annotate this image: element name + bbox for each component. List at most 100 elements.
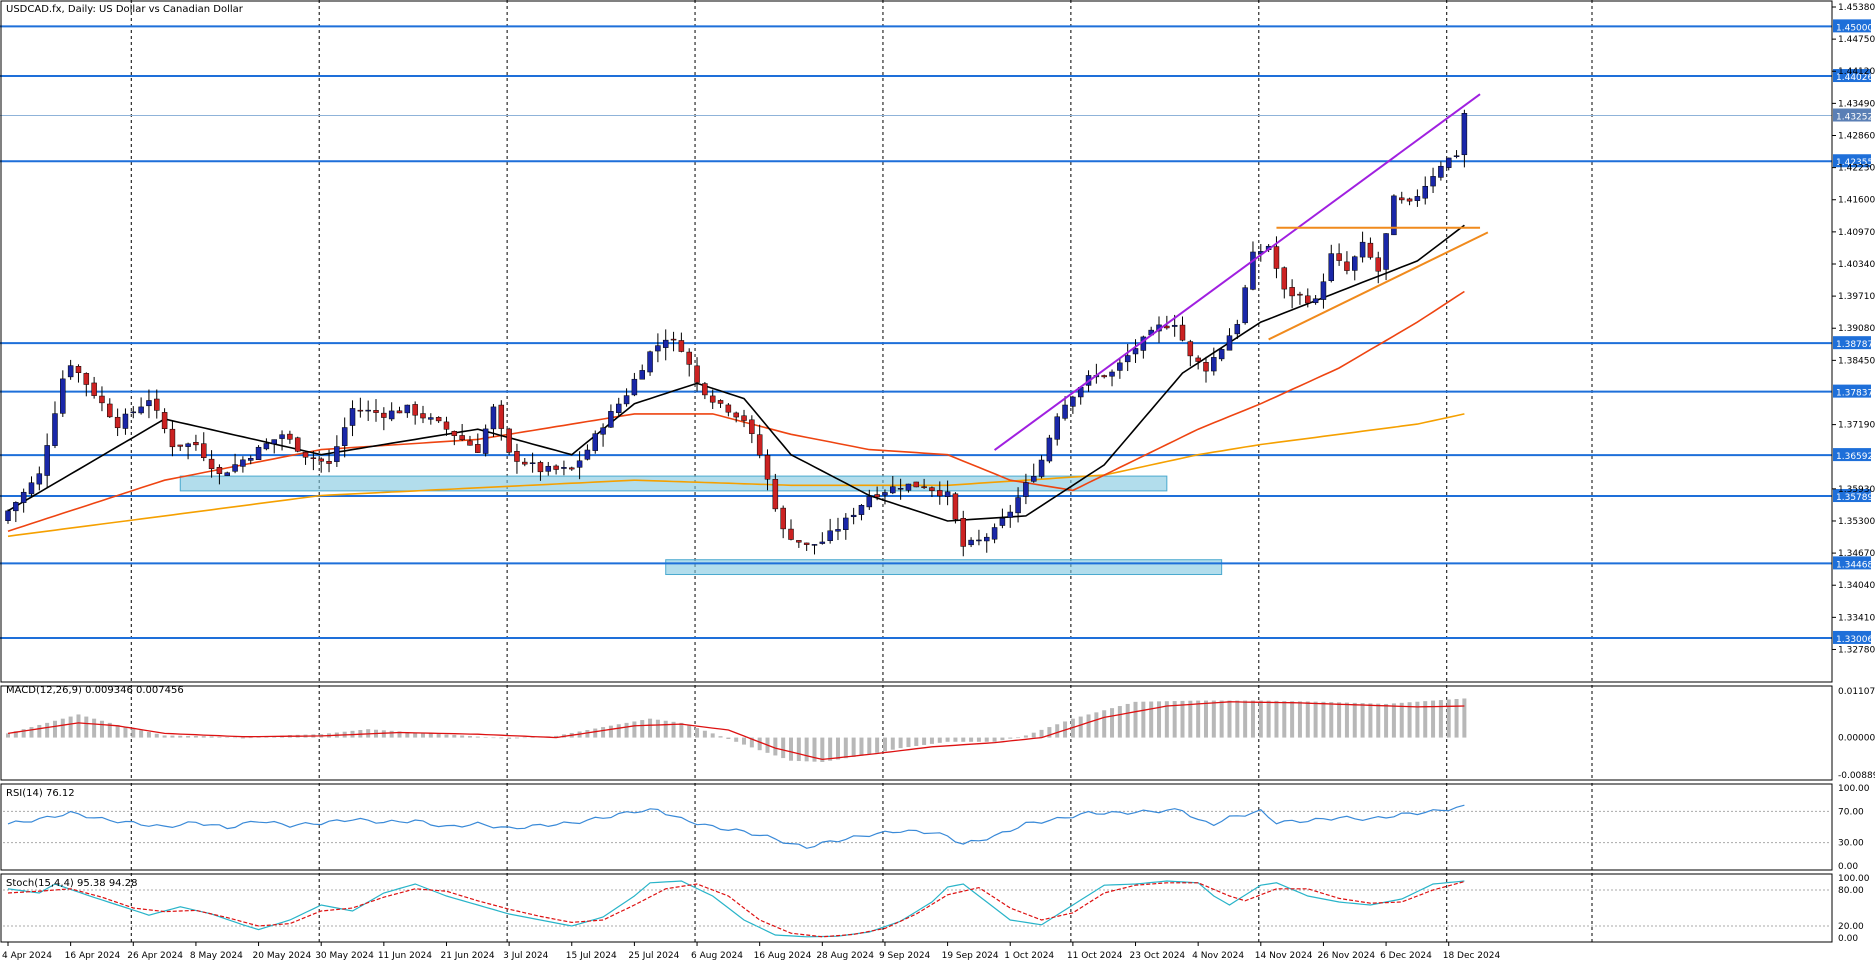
- macd-histogram-bar: [1454, 699, 1459, 738]
- candle-body: [882, 492, 888, 496]
- candle-body: [1328, 253, 1335, 281]
- candle-body: [154, 398, 160, 411]
- macd-histogram-bar: [1203, 700, 1208, 738]
- candle-body: [553, 465, 559, 470]
- macd-histogram-bar: [522, 737, 527, 739]
- macd-histogram-bar: [945, 737, 950, 742]
- macd-histogram-bar: [115, 724, 120, 738]
- macd-histogram-bar: [248, 737, 253, 739]
- macd-histogram-bar: [1462, 698, 1467, 738]
- candle-body: [764, 455, 771, 480]
- macd-histogram-bar: [1384, 703, 1389, 738]
- candle-body: [921, 486, 927, 488]
- candle-body: [1015, 497, 1021, 514]
- level-price-badge: [1833, 448, 1871, 462]
- rsi-line: [7, 804, 1465, 849]
- macd-histogram-bar: [52, 720, 57, 738]
- candle-body: [99, 395, 105, 404]
- candle-body: [1422, 185, 1428, 199]
- time-tick-label: 25 Jul 2024: [628, 951, 679, 961]
- candle-body: [803, 542, 810, 545]
- macd-histogram-bar: [1258, 700, 1263, 738]
- macd-histogram-bar: [405, 731, 410, 738]
- macd-histogram-bar: [655, 719, 660, 738]
- trend-drawings: [993, 93, 1489, 451]
- price-tick-label: 1.43490: [1838, 99, 1875, 109]
- macd-histogram-bar: [1149, 701, 1154, 738]
- macd-histogram-bar: [21, 729, 26, 738]
- candle-body: [435, 417, 442, 422]
- macd-histogram-bar: [922, 737, 927, 745]
- macd-histogram-bar: [882, 737, 887, 752]
- candle-body: [388, 410, 395, 420]
- candle-body: [819, 541, 826, 544]
- candle-body: [1007, 511, 1013, 518]
- macd-histogram-bar: [1102, 710, 1107, 738]
- macd-histogram-bar: [483, 737, 488, 738]
- candle-body: [717, 400, 724, 404]
- macd-histogram-bar: [1337, 702, 1342, 738]
- candle-body: [271, 439, 277, 445]
- candle-body: [615, 403, 622, 413]
- pane-frame: [0, 783, 1833, 871]
- time-tick-label: 26 Apr 2024: [127, 951, 183, 961]
- macd-histogram-bar: [687, 725, 692, 738]
- macd-histogram-bar: [146, 731, 151, 738]
- candle-body: [404, 404, 411, 414]
- candle-body: [1132, 348, 1139, 355]
- macd-histogram-bar: [1297, 701, 1302, 738]
- candle-body: [1352, 256, 1358, 271]
- candle-body: [1023, 482, 1029, 497]
- macd-histogram-bar: [875, 737, 880, 753]
- candle-body: [1054, 416, 1060, 440]
- macd-histogram-bar: [1376, 703, 1381, 738]
- time-tick-label: 20 May 2024: [253, 951, 312, 961]
- candle-body: [294, 437, 301, 452]
- candle-body: [428, 417, 434, 420]
- level-price-badge: [1833, 154, 1871, 168]
- candle-body: [639, 370, 645, 380]
- candle-body: [240, 459, 246, 467]
- macd-histogram-bar: [186, 735, 191, 738]
- time-tick-label: 16 Apr 2024: [65, 951, 121, 961]
- candle-body: [976, 539, 982, 542]
- price-tick-label: 1.32780: [1838, 645, 1875, 655]
- candle-body: [584, 449, 591, 460]
- price-tick-label: 1.42860: [1838, 131, 1875, 141]
- candle-body: [1312, 298, 1319, 304]
- macd-histogram-bar: [796, 737, 801, 762]
- macd-histogram-bar: [475, 736, 480, 738]
- candle-body: [1109, 371, 1115, 377]
- candle-body: [1367, 242, 1374, 258]
- macd-histogram-bar: [1008, 737, 1013, 739]
- macd-histogram-bar: [1172, 701, 1177, 738]
- price-tick-label: 1.40970: [1838, 228, 1875, 238]
- candle-body: [1297, 293, 1303, 296]
- candle-body: [263, 443, 270, 450]
- macd-histogram-bar: [1423, 701, 1428, 738]
- candle-body: [420, 413, 426, 419]
- macd-histogram-bar: [233, 737, 238, 739]
- macd-histogram-bar: [413, 732, 418, 738]
- price-tick-label: 1.34040: [1838, 581, 1875, 591]
- candle-body: [678, 340, 685, 352]
- candle-body: [1383, 233, 1389, 270]
- candle-body: [146, 400, 152, 407]
- candle-body: [138, 406, 144, 414]
- candle-body: [459, 435, 465, 440]
- macd-histogram-bar: [1055, 724, 1060, 738]
- candle-body: [490, 406, 497, 430]
- macd-histogram-bar: [734, 737, 739, 742]
- level-price-label: 1.43252: [1836, 113, 1873, 123]
- candle-body: [600, 427, 606, 435]
- candle-body: [475, 444, 481, 453]
- level-price-label: 1.33006: [1836, 635, 1873, 645]
- stoch-pane: [3, 880, 1830, 938]
- candle-body: [623, 395, 630, 405]
- macd-histogram-bar: [123, 726, 128, 738]
- candle-body: [788, 528, 794, 540]
- candle-body: [1171, 324, 1178, 327]
- macd-histogram-bar: [648, 718, 653, 738]
- macd-signal-line: [7, 701, 1465, 761]
